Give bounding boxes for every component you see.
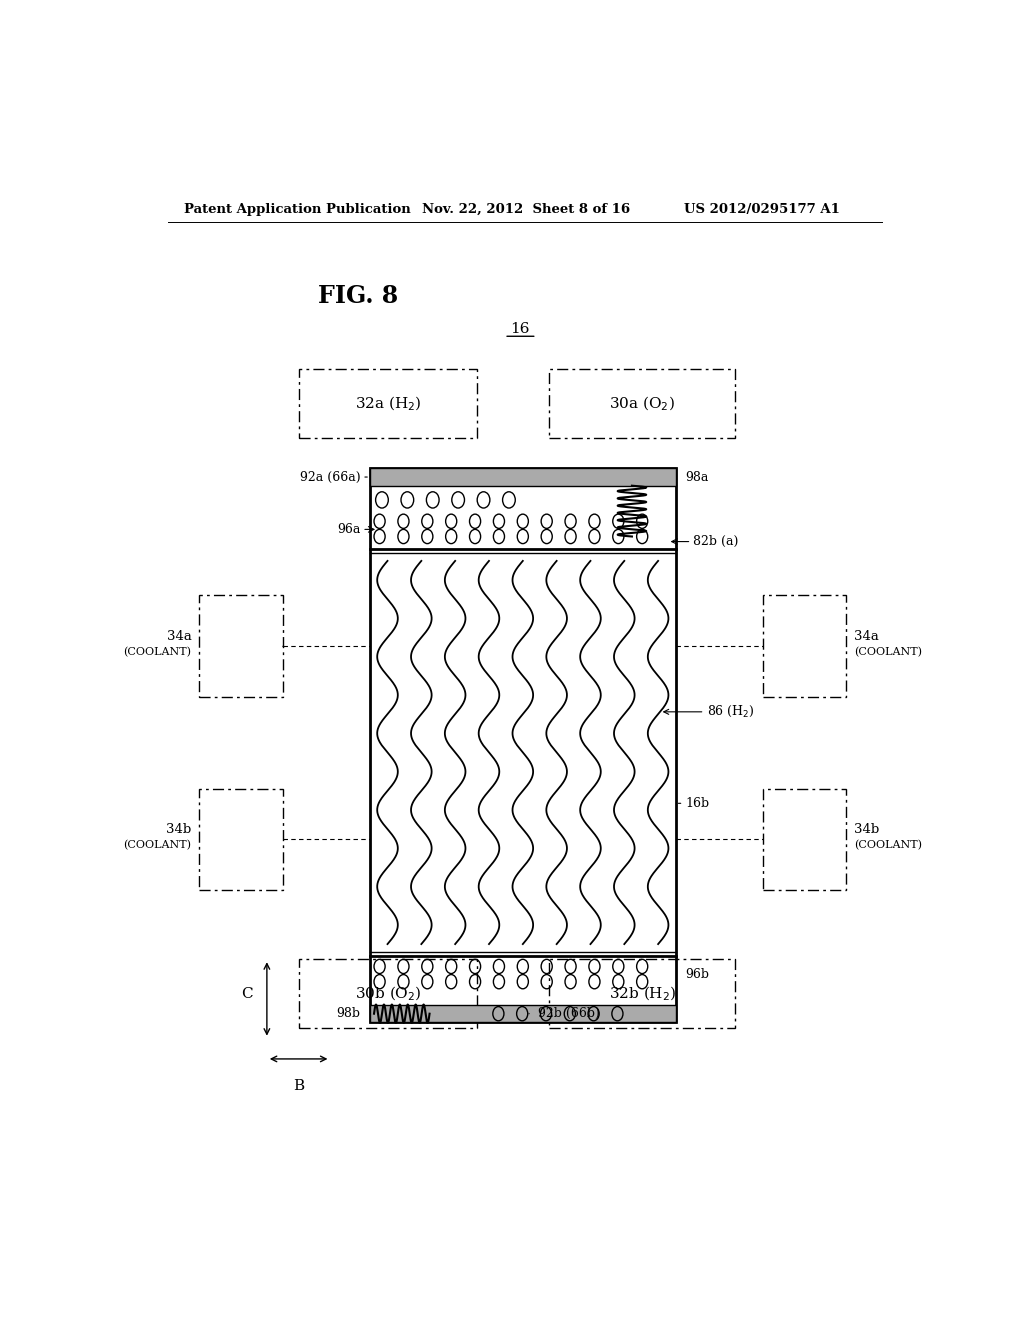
Text: 98b: 98b bbox=[337, 1007, 360, 1020]
Bar bbox=[763, 595, 846, 697]
Text: 16: 16 bbox=[510, 322, 529, 337]
Text: (COOLANT): (COOLANT) bbox=[124, 841, 191, 850]
Bar bbox=[370, 469, 676, 486]
Text: Patent Application Publication: Patent Application Publication bbox=[183, 203, 411, 215]
Bar bbox=[763, 788, 846, 890]
Bar bbox=[200, 595, 283, 697]
Text: 92a (66a): 92a (66a) bbox=[300, 470, 360, 483]
Text: US 2012/0295177 A1: US 2012/0295177 A1 bbox=[684, 203, 840, 215]
Bar bbox=[200, 788, 283, 890]
Text: (COOLANT): (COOLANT) bbox=[854, 647, 923, 657]
Text: 32b (H$_2$): 32b (H$_2$) bbox=[608, 985, 676, 1003]
Text: 32a (H$_2$): 32a (H$_2$) bbox=[355, 395, 422, 413]
Bar bbox=[299, 960, 477, 1028]
Text: (COOLANT): (COOLANT) bbox=[124, 647, 191, 657]
Text: 96b: 96b bbox=[685, 968, 709, 981]
Bar bbox=[299, 368, 477, 438]
Text: 34a: 34a bbox=[167, 630, 191, 643]
Bar bbox=[370, 469, 676, 1023]
Text: FIG. 8: FIG. 8 bbox=[318, 284, 398, 308]
Text: 34b: 34b bbox=[854, 822, 880, 836]
Bar bbox=[549, 368, 735, 438]
Text: 34b: 34b bbox=[166, 822, 191, 836]
Bar bbox=[370, 1005, 676, 1023]
Text: 86 (H$_2$): 86 (H$_2$) bbox=[664, 705, 755, 719]
Bar bbox=[549, 960, 735, 1028]
Text: 96a: 96a bbox=[337, 523, 360, 536]
Bar bbox=[370, 469, 676, 486]
Text: (COOLANT): (COOLANT) bbox=[854, 841, 923, 850]
Text: 34a: 34a bbox=[854, 630, 879, 643]
Text: Nov. 22, 2012  Sheet 8 of 16: Nov. 22, 2012 Sheet 8 of 16 bbox=[422, 203, 630, 215]
Text: 30a (O$_2$): 30a (O$_2$) bbox=[609, 395, 675, 413]
Text: 82b (a): 82b (a) bbox=[693, 535, 738, 548]
Text: B: B bbox=[293, 1080, 304, 1093]
Text: 92b (66b): 92b (66b) bbox=[538, 1007, 600, 1020]
Text: 16b: 16b bbox=[685, 797, 710, 809]
Text: C: C bbox=[242, 987, 253, 1001]
Text: 30b (O$_2$): 30b (O$_2$) bbox=[355, 985, 422, 1003]
Text: 98a: 98a bbox=[685, 470, 709, 483]
Bar bbox=[370, 1005, 676, 1023]
